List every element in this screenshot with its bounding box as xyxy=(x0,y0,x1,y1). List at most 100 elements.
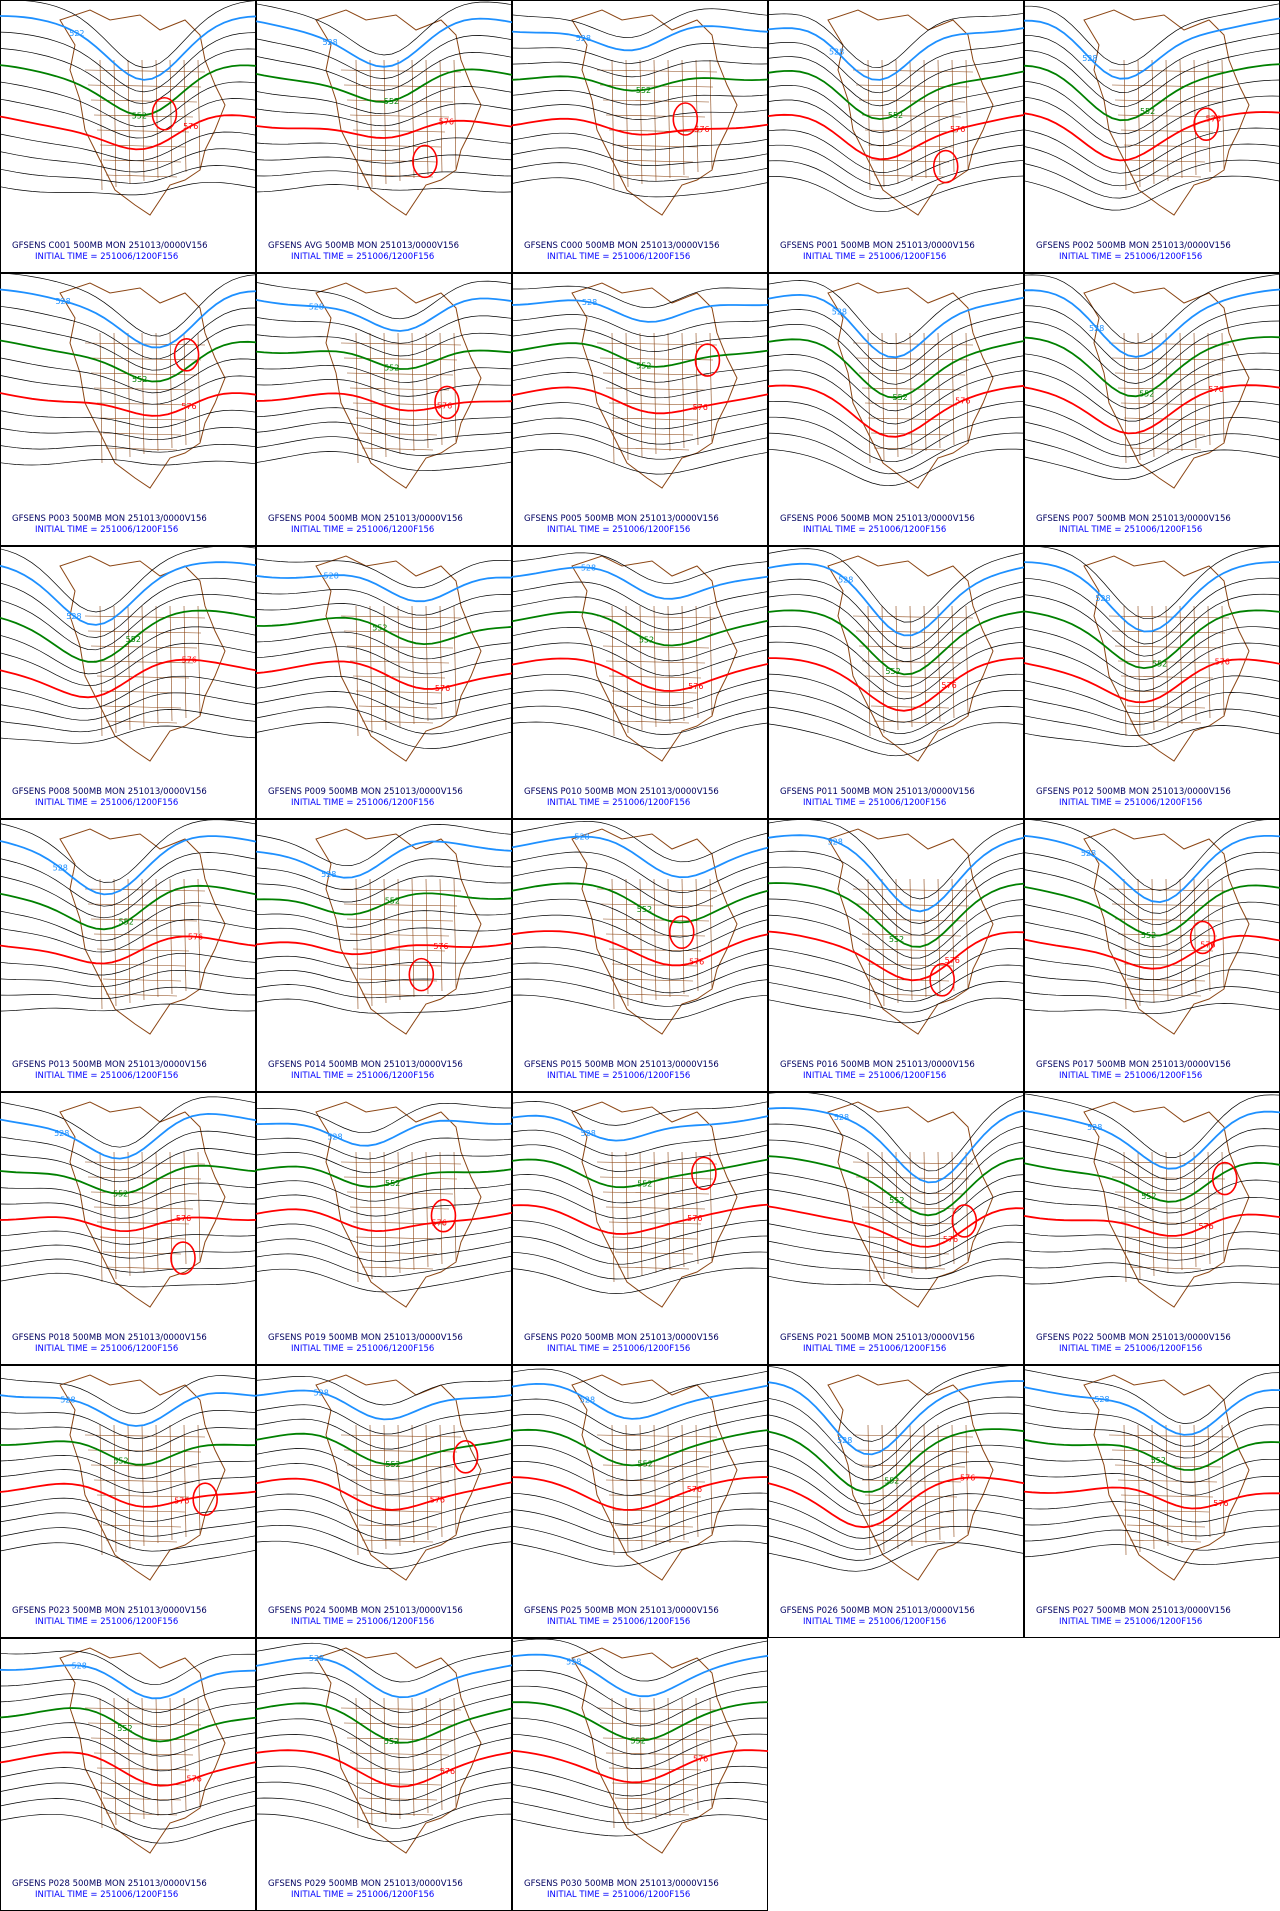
state-border xyxy=(369,332,373,461)
state-border xyxy=(425,1151,429,1268)
panel-caption: GFSENS P011 500MB MON 251013/0000V156 xyxy=(780,787,975,797)
contour-label: 576 xyxy=(435,684,450,693)
state-border xyxy=(340,69,462,73)
initial-time: INITIAL TIME = 251006/1200F156 xyxy=(291,798,434,808)
contour-label: 552 xyxy=(385,1460,400,1469)
coastline xyxy=(571,282,738,489)
panel-caption: GFSENS P015 500MB MON 251013/0000V156 xyxy=(524,1060,719,1070)
contour-line xyxy=(255,1223,513,1247)
contour-label: 552 xyxy=(384,1737,399,1746)
contour-line xyxy=(0,986,257,999)
coastline xyxy=(59,1647,226,1854)
contour-line xyxy=(1023,352,1280,410)
contour-label: 528 xyxy=(829,48,844,57)
state-border xyxy=(93,1206,194,1210)
contour-line xyxy=(1023,1262,1280,1274)
contour-line xyxy=(255,137,513,151)
contour-line xyxy=(767,448,1025,487)
panel-border xyxy=(512,1092,768,1365)
caption-bg xyxy=(513,782,767,812)
panel-caption: GFSENS P025 500MB MON 251013/0000V156 xyxy=(524,1606,719,1616)
state-border xyxy=(349,387,450,391)
contour-line xyxy=(0,609,257,663)
map-panel: 528 552 576 GFSENS P020 500MB MON 251013/00… xyxy=(511,1092,769,1365)
contour-line xyxy=(767,1460,1025,1517)
state-border xyxy=(608,1767,702,1771)
contour-label: 552 xyxy=(1140,107,1155,116)
state-border xyxy=(99,1509,186,1513)
state-border xyxy=(93,660,194,664)
closed-contour xyxy=(170,1241,196,1275)
contour-line xyxy=(1023,868,1280,925)
contour-line xyxy=(767,562,1025,637)
contour-label: 552 xyxy=(119,918,134,927)
map-panel: 528 552 576 GFSENS P015 500MB MON 251013/00… xyxy=(511,819,769,1092)
state-border xyxy=(340,1434,462,1438)
state-border xyxy=(1179,59,1183,179)
panel-border xyxy=(1024,1365,1280,1638)
contour-label: 528 xyxy=(832,308,847,317)
contour-line xyxy=(511,1749,769,1784)
contour-line xyxy=(0,1230,257,1245)
contour-label: 552 xyxy=(885,667,900,676)
state-border xyxy=(1123,144,1210,148)
panel-caption: GFSENS P014 500MB MON 251013/0000V156 xyxy=(268,1060,463,1070)
state-border xyxy=(358,705,438,709)
contour-line xyxy=(511,8,769,38)
contour-label: 576 xyxy=(183,122,198,131)
state-border xyxy=(864,129,958,133)
state-border xyxy=(625,59,629,188)
contour-label: 552 xyxy=(636,362,651,371)
coastline xyxy=(827,282,994,489)
state-border xyxy=(861,933,962,937)
contour-line xyxy=(255,892,513,916)
state-border xyxy=(1129,1539,1202,1543)
state-border xyxy=(349,1752,450,1756)
contour-label: 552 xyxy=(630,1736,645,1745)
contour-label: 552 xyxy=(638,1460,653,1469)
contour-line xyxy=(511,835,769,879)
state-border xyxy=(1108,1434,1230,1438)
contour-line xyxy=(1023,1486,1280,1510)
initial-time: INITIAL TIME = 251006/1200F156 xyxy=(291,1344,434,1354)
contour-label: 552 xyxy=(1141,931,1156,940)
initial-time: INITIAL TIME = 251006/1200F156 xyxy=(803,252,946,262)
coastline xyxy=(315,1647,482,1854)
state-border xyxy=(611,332,615,464)
coastline xyxy=(315,828,482,1035)
closed-contour xyxy=(434,385,460,420)
state-border xyxy=(99,1424,103,1556)
state-border xyxy=(99,1151,103,1283)
contour-line xyxy=(512,285,768,309)
contour-line xyxy=(767,432,1025,475)
state-border xyxy=(602,1191,710,1195)
state-border xyxy=(358,432,438,436)
state-border xyxy=(346,918,454,922)
state-border xyxy=(1123,1236,1210,1240)
state-border xyxy=(453,878,457,989)
state-border xyxy=(625,878,629,1007)
contour-label: 576 xyxy=(687,1485,702,1494)
contour-line xyxy=(511,1144,769,1172)
contour-line xyxy=(0,1751,257,1787)
contour-label: 576 xyxy=(945,956,960,965)
contour-line xyxy=(768,657,1025,712)
contour-label: 576 xyxy=(941,681,956,690)
contour-line xyxy=(0,1455,257,1479)
contour-line xyxy=(767,129,1025,173)
coastline xyxy=(571,828,738,1035)
state-border xyxy=(349,660,450,664)
panel-caption: GFSENS P020 500MB MON 251013/0000V156 xyxy=(524,1333,719,1343)
state-border xyxy=(611,1236,698,1240)
initial-time: INITIAL TIME = 251006/1200F156 xyxy=(547,1071,690,1081)
contour-line xyxy=(255,170,513,177)
contour-line xyxy=(767,706,1025,746)
contour-line xyxy=(511,946,769,980)
state-border xyxy=(105,447,178,451)
contour-line xyxy=(1023,1196,1280,1225)
closed-contour xyxy=(1189,920,1216,955)
state-border xyxy=(614,1524,694,1528)
contour-line xyxy=(1023,417,1280,458)
state-border xyxy=(617,1812,690,1816)
initial-time: INITIAL TIME = 251006/1200F156 xyxy=(35,1344,178,1354)
